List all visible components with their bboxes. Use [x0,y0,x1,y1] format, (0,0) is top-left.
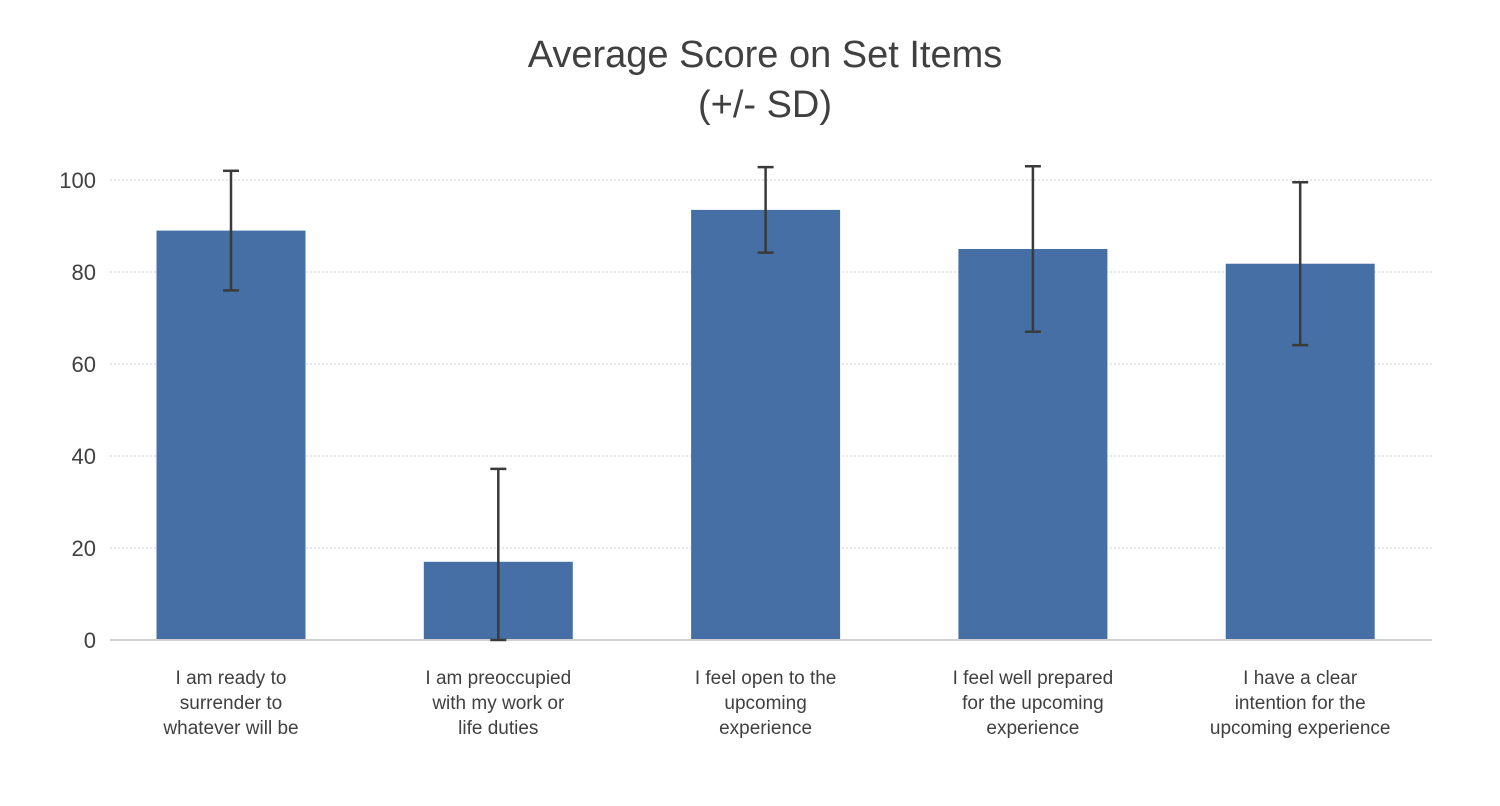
bar [691,209,841,640]
y-tick-label: 80 [72,260,96,285]
x-category-label: I am ready to surrender to whatever will b… [116,666,346,741]
y-tick-label: 60 [72,352,96,377]
y-tick-label: 40 [72,444,96,469]
x-category-label-line: experience [719,718,813,739]
x-category-label-line: upcoming experience [1209,718,1391,739]
bars [156,209,1375,640]
x-category-label-line: I am ready to [175,668,287,689]
x-category-label-line: surrender to [179,693,283,714]
y-tick-label: 100 [59,168,96,193]
y-tick-label: 0 [84,628,96,653]
x-category-label-line: whatever will be [163,718,299,739]
x-category-label-line: for the upcoming [962,693,1104,714]
x-category-label-line: upcoming [724,693,807,714]
error-bars [223,164,1309,642]
x-category-label: I feel well prepared for the upcoming expe… [918,666,1148,741]
x-category-label-line: life duties [458,718,539,739]
chart-title-line-1: Average Score on Set Items [527,34,1003,76]
x-category-label-line: I have a clear [1243,668,1358,689]
x-category-label-line: with my work or [432,693,565,714]
x-category-label-line: I feel open to the [694,668,837,689]
bar [156,230,306,640]
chart-title: Average Score on Set Items (+/- SD) [0,30,1500,130]
x-category-label-line: intention for the [1234,693,1366,714]
x-category-label-line: experience [986,718,1080,739]
chart-title-line-2: (+/- SD) [697,84,833,126]
y-axis-ticks: 0 20 40 60 80 100 [59,168,96,653]
y-tick-label: 20 [72,536,96,561]
x-category-label-line: I am preoccupied [425,668,572,689]
x-category-label: I feel open to the upcoming experience [651,666,881,741]
x-category-label: I have a clear intention for the upcoming … [1185,666,1415,741]
x-category-label: I am preoccupied with my work or life duti… [383,666,613,741]
x-category-label-line: I feel well prepared [952,668,1114,689]
